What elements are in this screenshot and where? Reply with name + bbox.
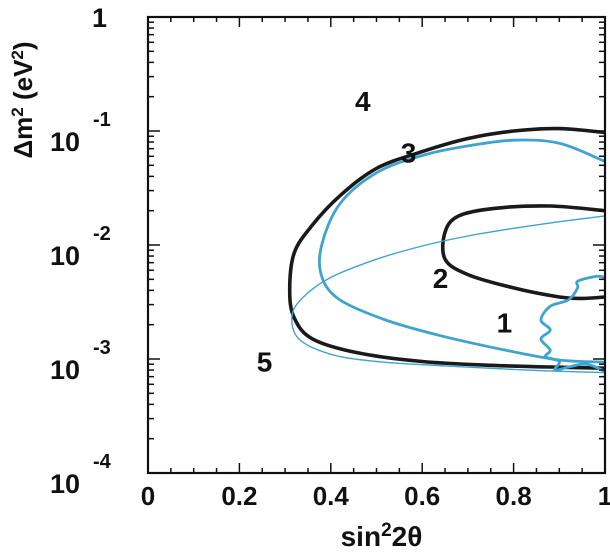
y-tick-label-exponent: -3: [93, 337, 111, 359]
contour-labels: 43 2 1 5: [257, 86, 513, 377]
y-tick-label-base: 10: [50, 469, 80, 499]
contour-line-4: [287, 126, 605, 370]
x-axis-title: sin22θ: [341, 520, 423, 553]
y-tick-label-exponent: -4: [93, 451, 112, 473]
contour-label-5: 5: [257, 346, 273, 377]
contour-lines: [287, 126, 605, 374]
x-tick-label: 0: [141, 481, 155, 511]
plot-frame: [146, 15, 607, 475]
contour-label-3: 3: [401, 137, 417, 168]
x-tick-label: 0.6: [404, 481, 440, 511]
y-tick-label-exponent: -2: [93, 223, 111, 245]
tick-labels: 0 0.2 0.4 0.6 0.8 1 1 10 -1 10 -2 10 -3 10 -4: [50, 3, 610, 511]
x-tick-label: 1: [598, 481, 610, 511]
x-tick-label: 0.4: [313, 481, 350, 511]
y-tick-label: 1: [92, 3, 107, 33]
contour-label-2: 2: [433, 263, 449, 294]
y-axis-title: Δm2 (eV2): [8, 41, 39, 158]
y-tick-label-base: 10: [50, 355, 80, 385]
axis-ticks: [147, 17, 606, 474]
contour-label-4: 4: [355, 86, 371, 117]
contour-line-5: [291, 215, 605, 374]
x-tick-label: 0.8: [496, 481, 532, 511]
y-tick-label-base: 10: [50, 241, 80, 271]
axes-frame: [146, 15, 607, 475]
x-tick-label: 0.2: [221, 481, 257, 511]
y-tick-label-exponent: -1: [93, 109, 111, 131]
contour-line-1: [539, 274, 605, 373]
contour-label-1: 1: [497, 308, 513, 339]
contour-line-3: [317, 138, 605, 364]
contour-line-2: [440, 204, 605, 301]
axis-titles: sin22θ Δm2 (eV2): [8, 41, 423, 552]
y-tick-label-base: 10: [50, 127, 80, 157]
